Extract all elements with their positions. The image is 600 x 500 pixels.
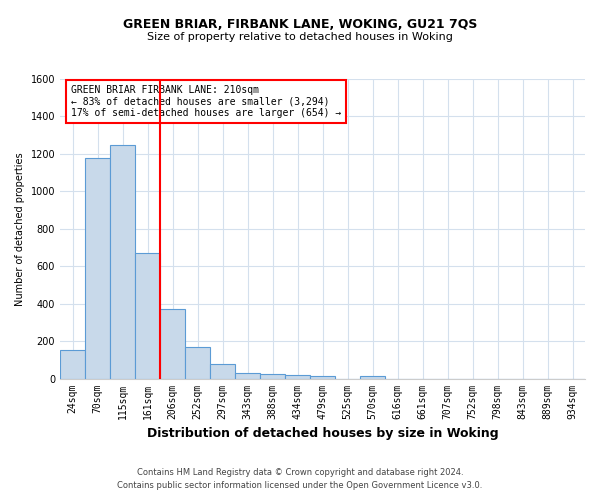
Bar bbox=[60, 350, 85, 378]
Y-axis label: Number of detached properties: Number of detached properties bbox=[15, 152, 25, 306]
Bar bbox=[210, 364, 235, 378]
Bar bbox=[185, 346, 210, 378]
Text: Contains HM Land Registry data © Crown copyright and database right 2024.
Contai: Contains HM Land Registry data © Crown c… bbox=[118, 468, 482, 490]
Text: GREEN BRIAR, FIRBANK LANE, WOKING, GU21 7QS: GREEN BRIAR, FIRBANK LANE, WOKING, GU21 … bbox=[123, 18, 477, 30]
Bar bbox=[160, 310, 185, 378]
Text: GREEN BRIAR FIRBANK LANE: 210sqm
← 83% of detached houses are smaller (3,294)
17: GREEN BRIAR FIRBANK LANE: 210sqm ← 83% o… bbox=[71, 85, 341, 118]
Bar bbox=[110, 144, 135, 378]
Bar bbox=[310, 376, 335, 378]
Text: Size of property relative to detached houses in Woking: Size of property relative to detached ho… bbox=[147, 32, 453, 42]
Bar bbox=[135, 253, 160, 378]
Bar bbox=[85, 158, 110, 378]
Bar bbox=[235, 373, 260, 378]
Bar bbox=[285, 375, 310, 378]
X-axis label: Distribution of detached houses by size in Woking: Distribution of detached houses by size … bbox=[147, 427, 499, 440]
Bar bbox=[260, 374, 285, 378]
Bar bbox=[360, 376, 385, 378]
